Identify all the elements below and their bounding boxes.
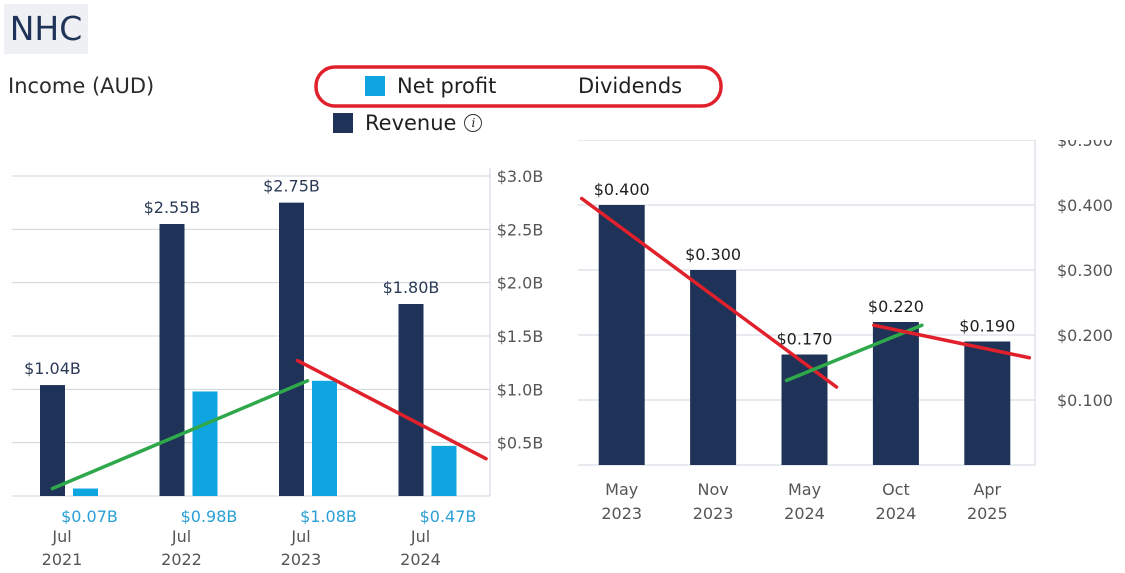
x-tick-label: May: [788, 480, 821, 499]
y-tick-label: $0.500: [1057, 140, 1113, 150]
dividend-bar: [872, 322, 919, 465]
dividend-data-label: $0.170: [777, 330, 833, 349]
net-profit-data-label: $0.98B: [181, 507, 238, 526]
legend-revenue[interactable]: Revenue i: [333, 111, 483, 135]
x-tick-label: 2023: [281, 550, 322, 569]
revenue-data-label: $1.04B: [24, 359, 81, 378]
net-profit-bar: [431, 445, 457, 496]
red-trend-line: [872, 323, 1032, 360]
dividend-bar: [781, 354, 828, 465]
y-tick-label: $0.300: [1057, 261, 1113, 280]
net-profit-data-label: $0.07B: [61, 507, 118, 526]
net-profit-data-label: $0.47B: [420, 507, 477, 526]
ticker-symbol: NHC: [4, 4, 88, 54]
green-trend-line: [50, 379, 310, 491]
y-tick-label: $1.5B: [497, 327, 544, 346]
info-icon[interactable]: i: [464, 114, 483, 132]
x-tick-label: Jul: [51, 527, 71, 546]
x-tick-label: Nov: [697, 480, 728, 499]
net-profit-data-label: $1.08B: [300, 507, 357, 526]
legend-dividends[interactable]: Dividends: [578, 74, 682, 98]
x-tick-label: Jul: [171, 527, 191, 546]
y-tick-label: $0.100: [1057, 391, 1113, 410]
x-tick-label: 2024: [400, 550, 441, 569]
x-tick-label: May: [605, 480, 638, 499]
x-tick-label: 2023: [601, 504, 642, 523]
dividend-chart: $0.100 $0.200 $0.300 $0.400 $0.500 $0.400 May 2…: [578, 140, 1113, 523]
dividend-bar: [598, 205, 645, 465]
x-tick-label: 2023: [693, 504, 734, 523]
y-tick-label: $1.0B: [497, 380, 544, 399]
dividend-data-label: $0.400: [594, 180, 650, 199]
net-profit-bar: [73, 488, 98, 496]
legend-net-profit-label: Net profit: [397, 74, 497, 98]
net-profit-bar: [192, 391, 218, 496]
revenue-bar: [40, 385, 65, 496]
y-tick-label: $3.0B: [497, 167, 544, 186]
x-tick-label: 2025: [967, 504, 1008, 523]
red-trend-line: [579, 196, 839, 389]
revenue-data-label: $2.75B: [263, 177, 320, 196]
legend-net-profit[interactable]: Net profit: [365, 74, 496, 98]
revenue-data-label: $1.80B: [383, 278, 440, 297]
green-trend-line: [784, 323, 924, 383]
x-tick-label: 2024: [784, 504, 825, 523]
dividend-data-label: $0.220: [868, 297, 924, 316]
y-tick-label: $2.0B: [497, 274, 544, 293]
x-tick-label: Jul: [290, 527, 310, 546]
x-tick-label: 2024: [876, 504, 917, 523]
legend-dividends-label: Dividends: [578, 74, 683, 98]
y-tick-label: $2.5B: [497, 220, 544, 239]
net-profit-bar: [312, 380, 337, 496]
y-tick-label: $0.5B: [497, 434, 544, 453]
dividend-data-label: $0.300: [685, 245, 741, 264]
y-tick-label: $0.200: [1057, 326, 1113, 345]
red-trend-line: [295, 358, 488, 461]
dividend-bar: [964, 341, 1011, 465]
x-tick-label: Jul: [410, 527, 430, 546]
y-tick-label: $0.400: [1057, 196, 1113, 215]
x-tick-label: Apr: [973, 480, 1001, 499]
revenue-data-label: $2.55B: [144, 198, 201, 217]
income-chart: $0.5B $1.0B $1.5B $2.0B $2.5B $3.0B $1.04B $0.0…: [12, 167, 544, 569]
revenue-bar: [279, 202, 304, 496]
dividend-data-label: $0.190: [959, 317, 1015, 336]
x-tick-label: 2021: [42, 550, 83, 569]
revenue-bar: [398, 304, 424, 496]
net-profit-swatch: [365, 76, 385, 96]
x-tick-label: Oct: [882, 480, 910, 499]
section-title: Income (AUD): [8, 74, 155, 98]
revenue-bar: [159, 224, 185, 496]
dividend-bar: [690, 270, 737, 465]
legend-revenue-label: Revenue: [365, 111, 457, 135]
revenue-swatch: [333, 113, 353, 133]
x-tick-label: 2022: [161, 550, 202, 569]
